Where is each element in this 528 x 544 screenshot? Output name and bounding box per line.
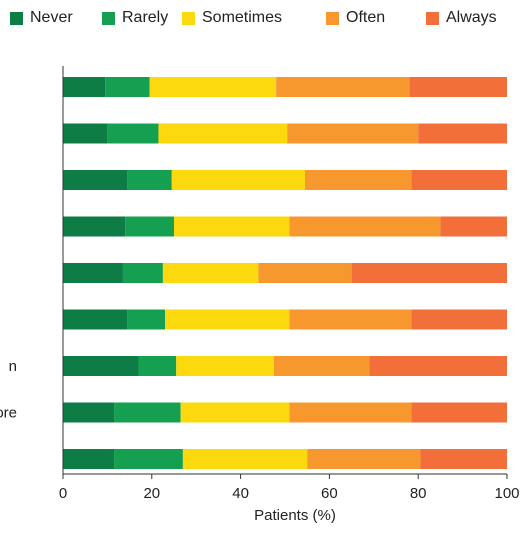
x-ticks-group: 0 20 40 60 80 100 — [59, 474, 520, 502]
legend-swatch — [326, 11, 339, 25]
bar-segment-always — [351, 263, 507, 283]
bar-segment-never — [63, 356, 139, 376]
bar-segment-sometimes — [149, 77, 277, 97]
bar-segment-often — [289, 309, 412, 330]
bar-segment-never — [63, 449, 115, 469]
x-tick-label: 100 — [494, 485, 519, 502]
legend-swatch — [10, 11, 23, 25]
bar-segment-rarely — [122, 263, 163, 283]
bar-segment-always — [411, 402, 507, 423]
bar-segment-never — [63, 77, 106, 97]
bar-segment-rarely — [127, 309, 166, 330]
bar-segment-rarely — [127, 170, 172, 190]
bar-segment-always — [409, 77, 507, 97]
x-tick-label: 0 — [59, 485, 67, 502]
bar-segment-never — [63, 123, 108, 144]
legend-swatch — [426, 11, 439, 25]
x-tick-label: 40 — [232, 485, 249, 502]
bar-segment-always — [420, 449, 507, 469]
legend-label: Sometimes — [202, 9, 283, 26]
bar-segment-sometimes — [165, 309, 290, 330]
x-tick-label: 80 — [410, 485, 427, 502]
bar-segment-sometimes — [180, 402, 290, 423]
bar-segment-always — [369, 356, 507, 376]
bar-segment-never — [63, 402, 115, 423]
bar-segment-sometimes — [171, 170, 305, 190]
bar-segment-rarely — [114, 449, 183, 469]
legend-item-always: Always — [426, 8, 497, 28]
bar-segment-often — [287, 123, 419, 144]
bars-group — [63, 77, 507, 469]
legend-swatch — [102, 11, 115, 25]
x-tick-label: 20 — [143, 485, 160, 502]
bar-segment-often — [307, 449, 421, 469]
bar-segment-never — [63, 263, 123, 283]
legend-label: Never — [30, 9, 73, 26]
bar-segment-often — [304, 170, 412, 190]
bar-segment-often — [289, 216, 441, 237]
bar-segment-rarely — [107, 123, 159, 144]
bar-segment-never — [63, 309, 128, 330]
legend-label: Often — [346, 9, 386, 26]
bar-segment-sometimes — [182, 449, 308, 469]
bar-segment-often — [258, 263, 352, 283]
row-labels-group: n ore — [0, 358, 17, 422]
bar-segment-sometimes — [162, 263, 259, 283]
bar-segment-rarely — [138, 356, 177, 376]
legend-swatch — [182, 11, 195, 25]
legend-item-never: Never — [10, 8, 73, 28]
bar-segment-always — [418, 123, 507, 144]
bar-segment-often — [289, 402, 412, 423]
bar-segment-rarely — [125, 216, 174, 237]
legend-item-rarely: Rarely — [102, 8, 168, 28]
bar-segment-sometimes — [158, 123, 288, 144]
bar-segment-always — [440, 216, 507, 237]
bar-segment-never — [63, 170, 128, 190]
legend-label: Always — [446, 9, 497, 26]
bar-segment-rarely — [105, 77, 150, 97]
legend-item-sometimes: Sometimes — [182, 8, 282, 28]
bar-segment-always — [411, 309, 507, 330]
bar-segment-sometimes — [176, 356, 274, 376]
row-label: n — [9, 358, 17, 375]
bar-segment-often — [276, 77, 410, 97]
bar-segment-always — [411, 170, 507, 190]
legend-label: Rarely — [122, 9, 169, 26]
bar-segment-rarely — [114, 402, 181, 423]
bar-segment-never — [63, 216, 126, 237]
legend-item-often: Often — [326, 8, 385, 28]
x-axis-title: Patients (%) — [254, 507, 336, 524]
row-label: ore — [0, 405, 17, 422]
bar-segment-often — [273, 356, 370, 376]
bar-segment-sometimes — [174, 216, 290, 237]
x-tick-label: 60 — [321, 485, 338, 502]
